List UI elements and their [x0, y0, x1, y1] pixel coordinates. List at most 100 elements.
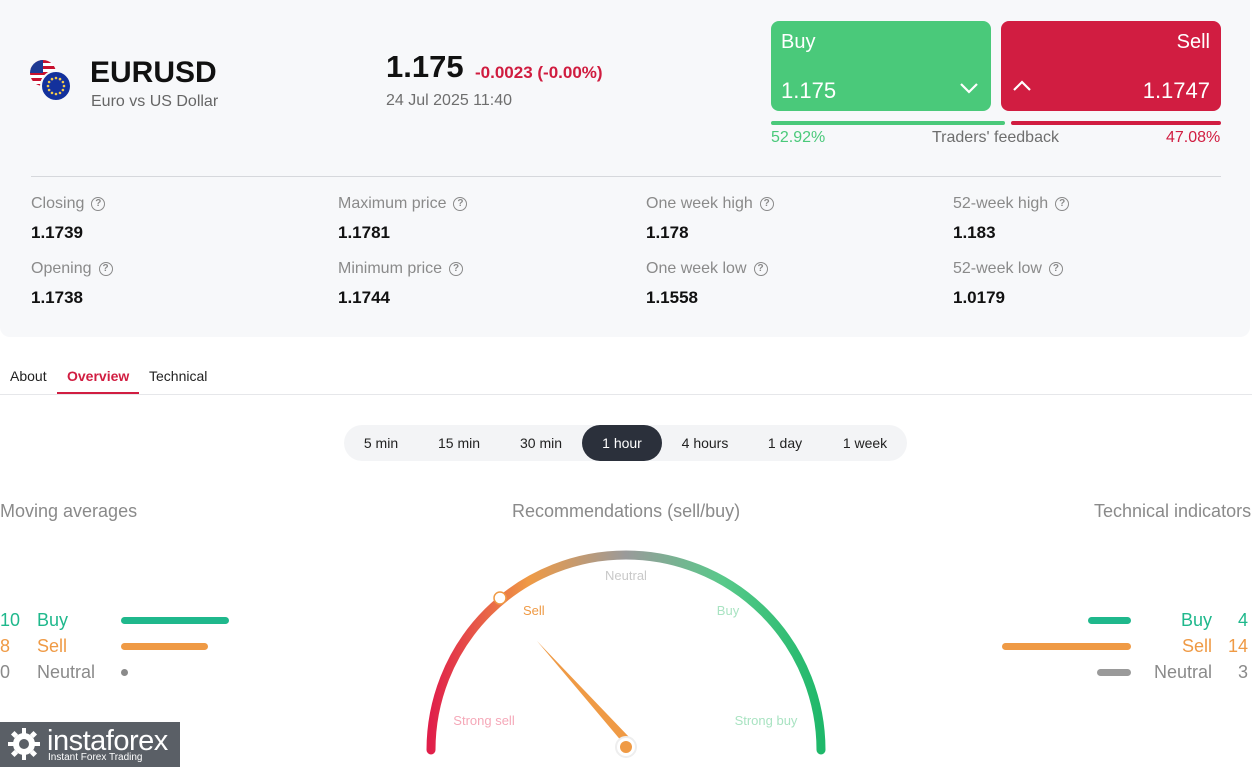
- period-1hour[interactable]: 1 hour: [582, 425, 662, 461]
- ti-neutral-count: 3: [1237, 662, 1248, 682]
- stat-value: 1.183: [953, 223, 996, 242]
- ti-buy-bar: [1088, 617, 1131, 624]
- feedback-sell-percent: 47.08%: [1166, 129, 1221, 146]
- stat-maximum-price: Maximum price? 1.1781: [338, 195, 618, 243]
- stat-minimum-price: Minimum price? 1.1744: [338, 260, 618, 308]
- stat-value: 1.1781: [338, 223, 390, 242]
- stat-value: 1.1744: [338, 288, 390, 307]
- stat-one-week-high: One week high? 1.178: [646, 195, 926, 243]
- stat-value: 1.1738: [31, 288, 83, 307]
- help-icon[interactable]: ?: [453, 197, 468, 211]
- buy-price: 1.175: [781, 78, 837, 103]
- symbol-name: Euro vs US Dollar: [91, 93, 219, 110]
- help-icon[interactable]: ?: [1048, 262, 1063, 276]
- stat-label: 52-week high: [953, 195, 1049, 212]
- period-4hours[interactable]: 4 hours: [681, 435, 729, 451]
- price-change: -0.0023 (-0.00%): [475, 63, 603, 82]
- stat-label: One week high: [646, 195, 753, 212]
- ma-neutral-bar: [121, 669, 128, 676]
- active-tab-indicator: [57, 392, 139, 394]
- gauge-marker: [493, 591, 507, 605]
- stat-value: 1.178: [646, 223, 689, 242]
- symbol-title: EURUSD: [90, 56, 217, 89]
- buy-label: Buy: [781, 31, 816, 53]
- ma-buy-bar: [121, 617, 229, 624]
- help-icon[interactable]: ?: [98, 262, 113, 276]
- instaforex-logo: instaforex Instant Forex Trading: [0, 722, 180, 767]
- chevron-down-icon: [959, 81, 979, 100]
- sell-button[interactable]: Sell 1.1747: [1001, 21, 1221, 111]
- stat-52-week-high: 52-week high? 1.183: [953, 195, 1233, 243]
- currency-pair-flag-icon: [30, 60, 72, 102]
- sell-label: Sell: [1176, 31, 1210, 53]
- logo-name: instaforex: [47, 725, 168, 757]
- chevron-up-icon: [1012, 79, 1032, 98]
- stat-label: Closing: [31, 195, 85, 212]
- ti-neutral-label: Neutral: [1153, 662, 1212, 682]
- stat-value: 1.1739: [31, 223, 83, 242]
- buy-button[interactable]: Buy 1.175: [771, 21, 991, 111]
- ma-neutral-label: Neutral: [37, 662, 96, 682]
- stat-label: 52-week low: [953, 260, 1042, 277]
- ma-neutral-count: 0: [0, 662, 11, 682]
- stat-label: Maximum price: [338, 195, 447, 212]
- divider: [31, 176, 1221, 177]
- ma-sell-label: Sell: [37, 636, 68, 656]
- feedback-buy-bar: [771, 121, 1005, 125]
- gauge-needle: [537, 641, 629, 743]
- gauge-arc: [426, 550, 826, 755]
- stat-opening: Opening? 1.1738: [31, 260, 311, 308]
- gauge-label-neutral: Neutral: [605, 568, 647, 583]
- recommendations-title: Recommendations (sell/buy): [512, 501, 741, 521]
- ti-buy-count: 4: [1237, 610, 1248, 630]
- gauge-label-buy: Buy: [717, 603, 740, 618]
- feedback-buy-percent: 52.92%: [771, 129, 826, 146]
- help-icon[interactable]: ?: [753, 262, 768, 276]
- ma-sell-count: 8: [0, 636, 11, 656]
- period-1day[interactable]: 1 day: [767, 435, 803, 451]
- ti-buy-label: Buy: [1180, 610, 1212, 630]
- gauge-pivot-dot: [620, 741, 632, 753]
- tab-about[interactable]: About: [10, 368, 47, 384]
- ti-sell-label: Sell: [1181, 636, 1212, 656]
- gauge-label-strong-buy: Strong buy: [735, 713, 798, 728]
- ti-buy-row: Buy 4: [1140, 609, 1248, 631]
- period-15min[interactable]: 15 min: [437, 435, 481, 451]
- tab-overview[interactable]: Overview: [67, 368, 130, 384]
- ti-sell-bar: [1002, 643, 1131, 650]
- period-5min[interactable]: 5 min: [363, 435, 399, 451]
- stat-label: Opening: [31, 260, 92, 277]
- help-icon[interactable]: ?: [449, 262, 464, 276]
- ti-neutral-bar: [1097, 669, 1131, 676]
- help-icon[interactable]: ?: [1055, 197, 1070, 211]
- stat-label: One week low: [646, 260, 747, 277]
- gear-icon: [8, 728, 40, 760]
- instrument-panel: EURUSD Euro vs US Dollar 1.175 -0.0023 (…: [0, 0, 1250, 337]
- stat-52-week-low: 52-week low? 1.0179: [953, 260, 1233, 308]
- gauge-label-sell: Sell: [523, 603, 545, 618]
- period-30min[interactable]: 30 min: [519, 435, 563, 451]
- feedback-sell-bar: [1011, 121, 1221, 125]
- ma-sell-bar: [121, 643, 208, 650]
- price-datetime: 24 Jul 2025 11:40: [386, 92, 513, 109]
- stat-closing: Closing? 1.1739: [31, 195, 311, 243]
- ma-buy-count: 10: [0, 610, 21, 630]
- sell-price: 1.1747: [1142, 78, 1210, 103]
- ti-neutral-row: Neutral 3: [1140, 661, 1248, 683]
- stat-value: 1.0179: [953, 288, 1005, 307]
- stat-one-week-low: One week low? 1.1558: [646, 260, 926, 308]
- help-icon[interactable]: ?: [759, 197, 774, 211]
- section-tabs: About Overview Technical: [0, 360, 1252, 395]
- stat-label: Minimum price: [338, 260, 443, 277]
- feedback-label: Traders' feedback: [932, 129, 1059, 146]
- current-price: 1.175: [386, 49, 464, 84]
- ti-sell-row: Sell 14: [1140, 635, 1248, 657]
- recommendation-gauge: Sell Neutral Buy Strong sell Strong buy: [426, 550, 826, 758]
- period-1week[interactable]: 1 week: [842, 435, 888, 451]
- help-icon[interactable]: ?: [91, 197, 106, 211]
- technical-indicators-title: Technical indicators: [1094, 501, 1252, 521]
- moving-averages-title: Moving averages: [0, 501, 138, 521]
- logo-tagline: Instant Forex Trading: [48, 752, 143, 763]
- eu-flag-icon: [40, 70, 72, 102]
- tab-technical[interactable]: Technical: [149, 368, 208, 384]
